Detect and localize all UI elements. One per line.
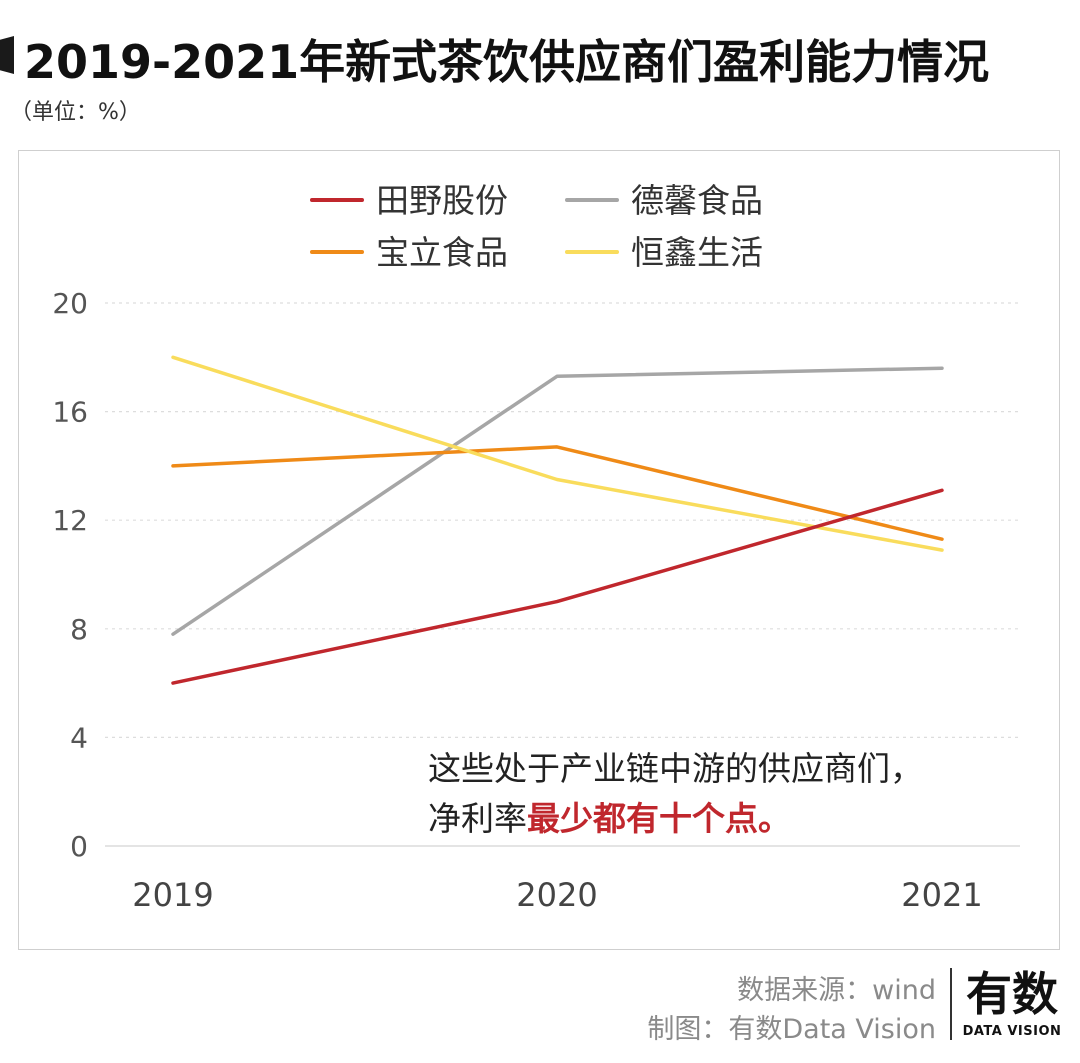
legend-label: 德馨食品 [631,181,763,220]
unit-label: （单位：%） [10,100,141,125]
series-lines [171,355,944,685]
annotation-line-2: 净利率最少都有十个点。 [428,799,791,838]
chart-frame [18,150,1060,950]
data-source: 数据来源：wind [737,975,936,1006]
annotation-line-1: 这些处于产业链中游的供应商们， [428,749,923,788]
x-tick-label: 2020 [516,876,597,914]
y-tick-label: 0 [70,830,88,863]
series-line-0 [171,488,944,685]
footer-divider [950,968,952,1040]
brand-logo: 有数 DATA VISION [962,966,1072,1046]
x-axis-ticks: 2019 2020 2021 [132,876,982,914]
page-title: 2019-2021年新式茶饮供应商们盈利能力情况 [24,35,990,89]
series-line-1 [171,366,944,636]
annotation: 这些处于产业链中游的供应商们， 净利率最少都有十个点。 [428,749,923,838]
y-tick-label: 20 [52,287,88,320]
annotation-highlight: 最少都有十个点。 [527,799,791,838]
chart-credit: 制图：有数Data Vision [647,1014,936,1045]
y-tick-label: 16 [52,396,88,429]
annotation-prefix: 净利率 [428,799,527,838]
legend-label: 恒鑫生活 [631,233,763,272]
x-tick-label: 2019 [132,876,213,914]
legend-label: 田野股份 [376,181,508,220]
logo-text: 有数 [966,967,1058,1021]
y-axis-ticks: 0 4 8 12 16 20 [52,287,88,863]
logo-subtext: DATA VISION [962,1024,1062,1039]
x-tick-label: 2021 [901,876,982,914]
y-tick-label: 8 [70,613,88,646]
gridlines [105,302,1020,847]
y-tick-label: 12 [52,504,88,537]
y-tick-label: 4 [70,721,88,754]
legend-label: 宝立食品 [376,233,508,272]
series-line-3 [171,355,944,552]
series-line-2 [171,445,944,541]
